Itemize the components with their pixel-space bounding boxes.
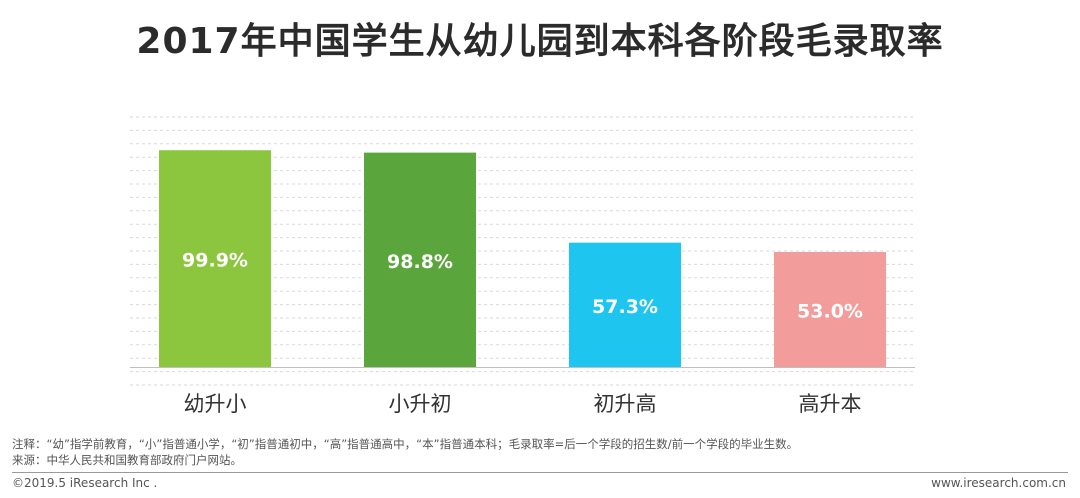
- footer-divider: [12, 472, 1068, 473]
- value-label: 53.0%: [797, 300, 863, 322]
- category-label: 幼升小: [184, 392, 247, 416]
- category-label: 小升初: [389, 392, 452, 416]
- category-labels-group: 幼升小 小升初 初升高 高升本: [184, 392, 862, 416]
- bar: [159, 150, 271, 367]
- bar: [774, 251, 886, 367]
- source-text: 来源：中华人民共和国教育部政府门户网站。: [12, 453, 242, 467]
- value-label: 98.8%: [387, 251, 453, 273]
- category-label: 初升高: [594, 392, 657, 416]
- website-text: www.iresearch.com.cn: [931, 476, 1066, 490]
- bar: [569, 242, 681, 367]
- page-title: 2017年中国学生从幼儿园到本科各阶段毛录取率: [136, 21, 944, 62]
- note-text: 注释：“幼”指学前教育，“小”指普通小学，“初”指普通初中，“高”指普通高中，“…: [12, 437, 799, 451]
- bar-chart: 99.9% 98.8% 57.3% 53.0% 幼升小 小升初 初升高 高升本: [130, 116, 915, 416]
- bar: [364, 152, 476, 367]
- notes-block: 注释：“幼”指学前教育，“小”指普通小学，“初”指普通初中，“高”指普通高中，“…: [12, 436, 1072, 468]
- category-label: 高升本: [799, 392, 862, 416]
- value-label: 99.9%: [182, 250, 248, 272]
- value-labels-group: 99.9% 98.8% 57.3% 53.0%: [182, 250, 863, 323]
- copyright-text: ©2019.5 iResearch Inc .: [12, 476, 158, 490]
- bars-group: [159, 150, 886, 367]
- value-label: 57.3%: [592, 296, 658, 318]
